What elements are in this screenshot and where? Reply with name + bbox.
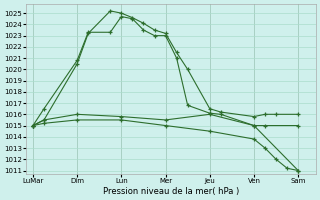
X-axis label: Pression niveau de la mer( hPa ): Pression niveau de la mer( hPa ): [103, 187, 239, 196]
